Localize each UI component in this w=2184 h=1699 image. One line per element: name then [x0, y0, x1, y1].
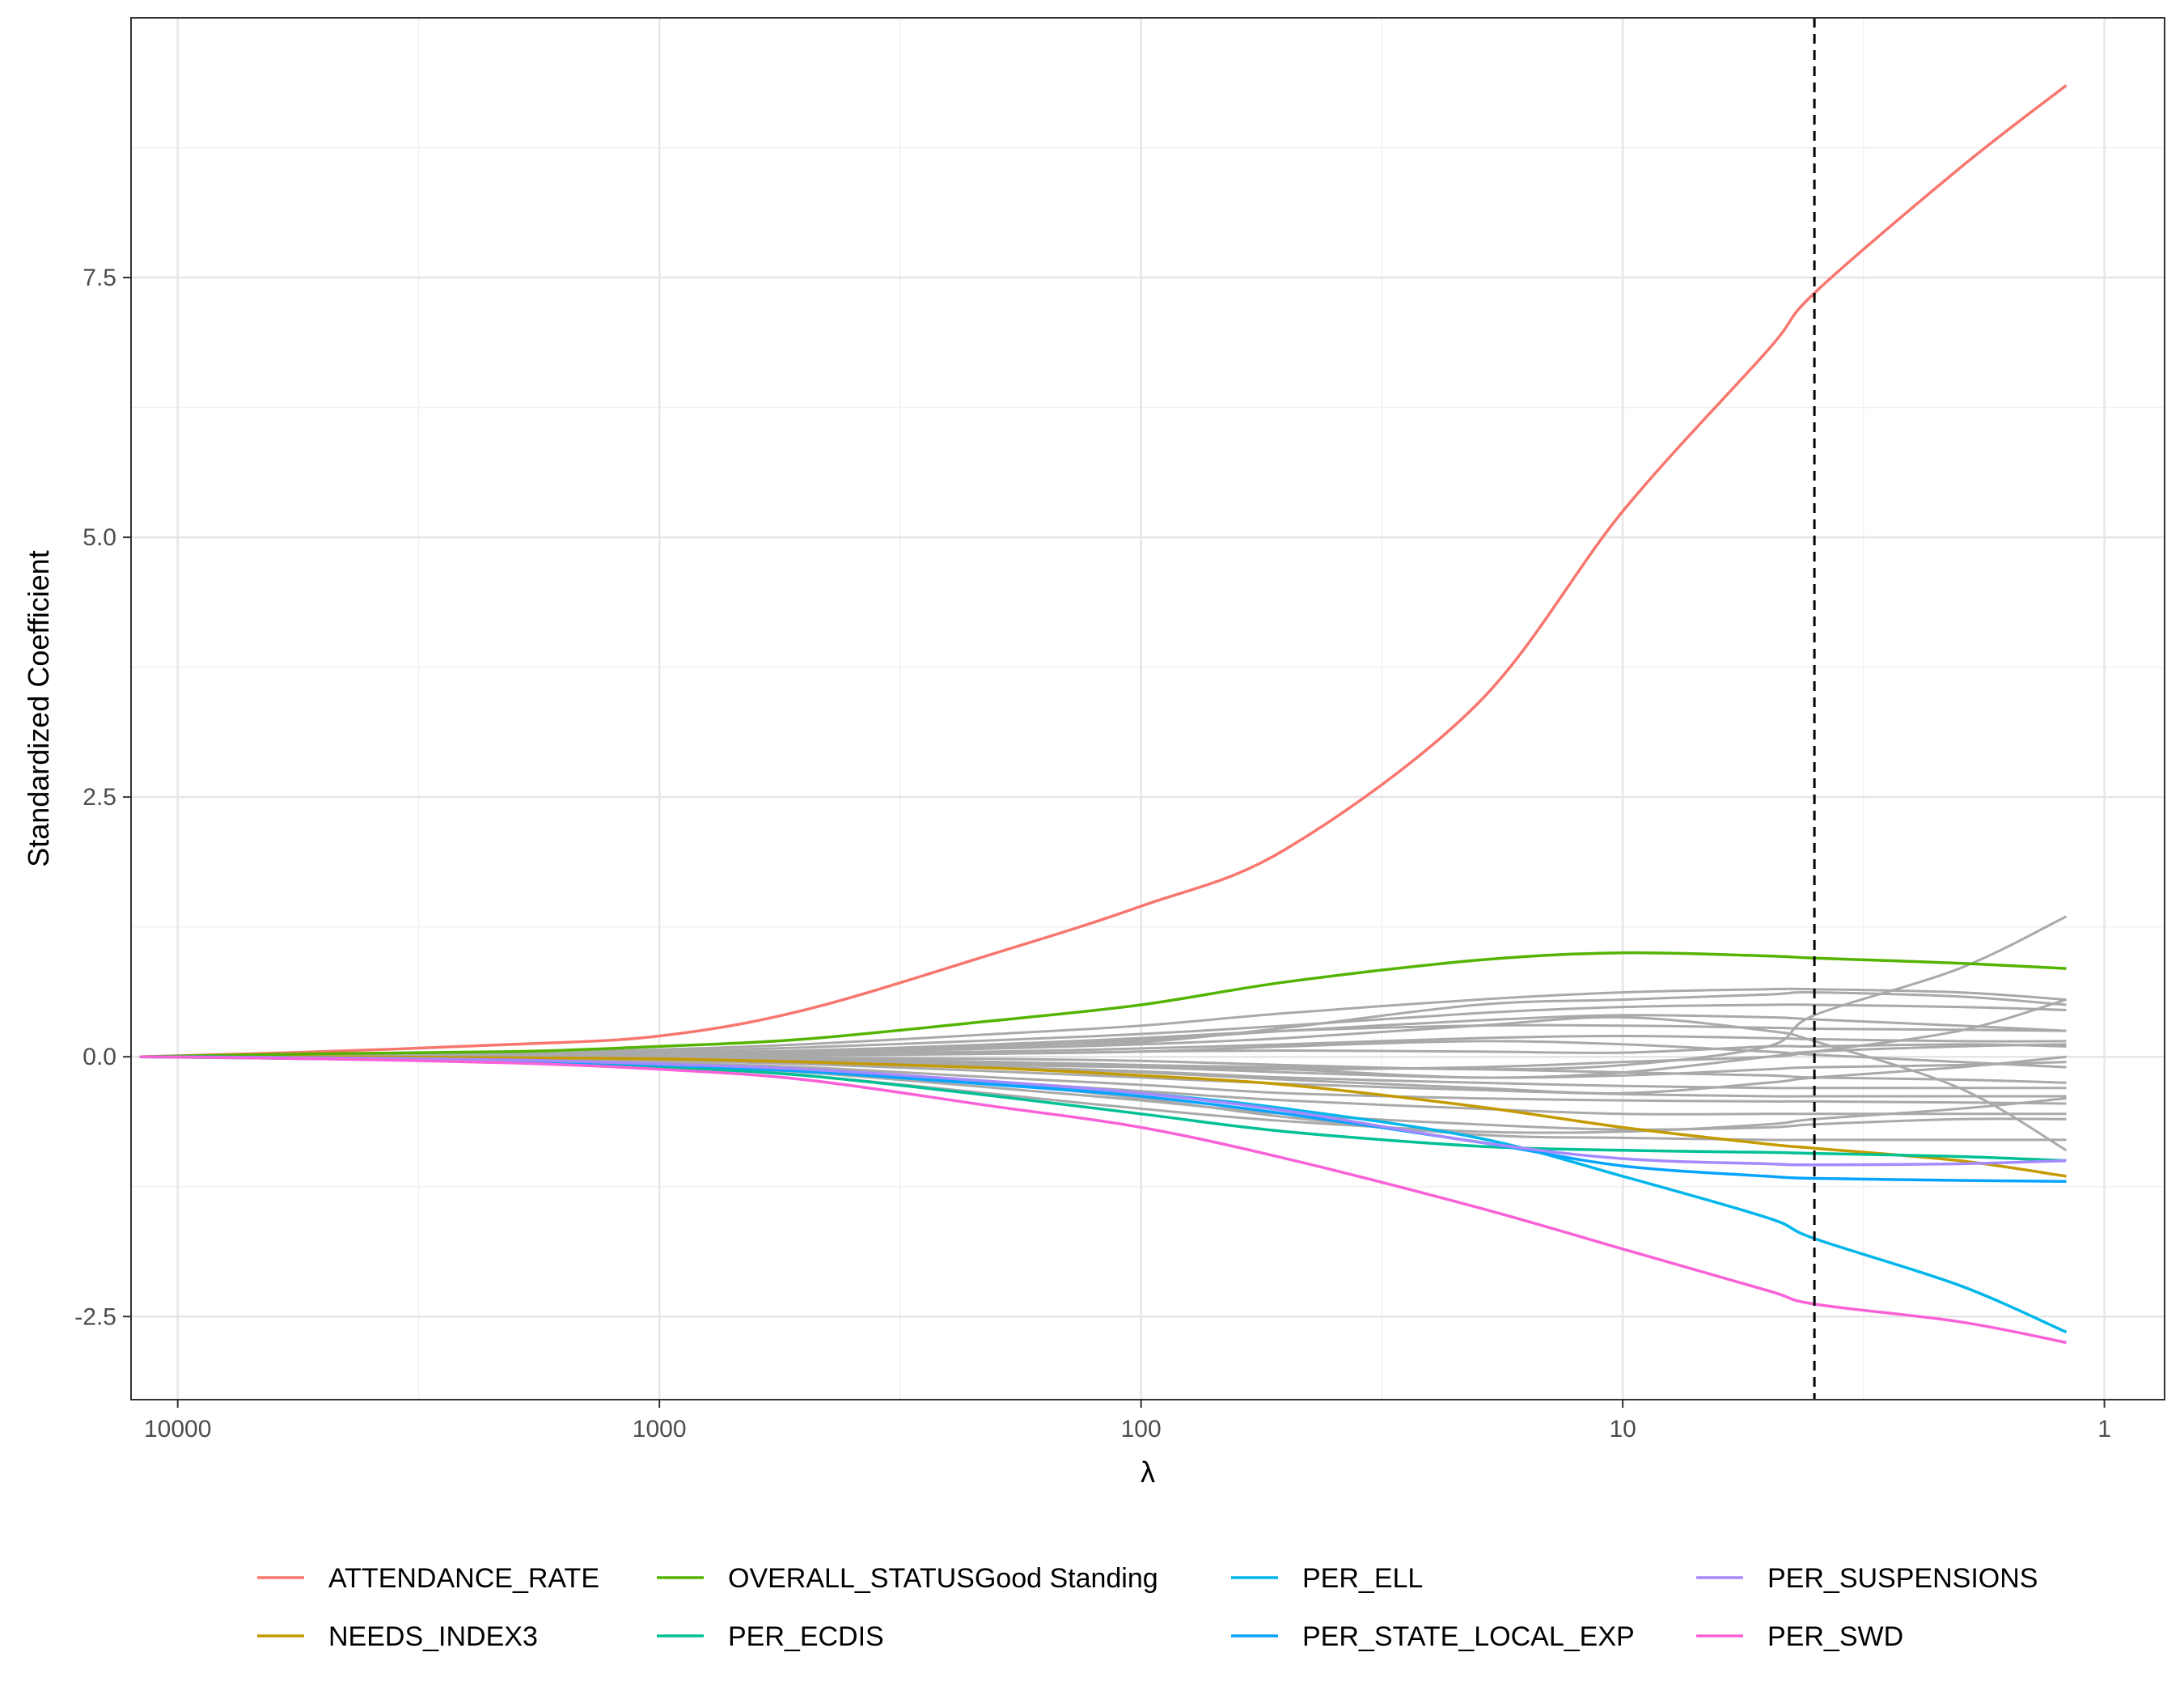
y-axis: -2.5 0.0 2.5 5.0 7.5: [74, 265, 131, 1330]
legend-item-per-ecdis: PER_ECDIS: [657, 1621, 884, 1652]
series-line-overall-statusgood-standing: [139, 951, 2067, 1058]
legend-label: PER_STATE_LOCAL_EXP: [1302, 1621, 1635, 1652]
legend-item-overall-statusgood-standing: OVERALL_STATUSGood Standing: [657, 1563, 1158, 1594]
legend-label: PER_ECDIS: [728, 1621, 884, 1652]
legend-item-needs-index3: NEEDS_INDEX3: [257, 1621, 538, 1652]
legend-label: NEEDS_INDEX3: [328, 1621, 538, 1652]
legend-item-per-suspensions: PER_SUSPENSIONS: [1696, 1563, 2038, 1594]
highlighted-coefficient-paths: [139, 84, 2068, 1345]
legend-label: PER_SUSPENSIONS: [1767, 1563, 2038, 1594]
y-tick-label: -2.5: [74, 1303, 116, 1330]
y-tick-label: 2.5: [83, 784, 116, 811]
legend-label: PER_ELL: [1302, 1563, 1423, 1594]
legend-label: OVERALL_STATUSGood Standing: [728, 1563, 1158, 1594]
series-line-needs-index3: [139, 1055, 2067, 1178]
series-line-per-suspensions: [139, 1055, 2067, 1167]
x-tick-label: 10: [1609, 1416, 1636, 1443]
y-tick-label: 5.0: [83, 524, 116, 551]
x-tick-label: 10000: [144, 1416, 211, 1443]
legend-label: ATTENDANCE_RATE: [328, 1563, 599, 1594]
x-axis: 10000 1000 100 10 1: [144, 1400, 2111, 1443]
y-tick-label: 7.5: [83, 265, 116, 291]
y-axis-title: Standardized Coefficient: [22, 550, 55, 867]
legend-item-attendance-rate: ATTENDANCE_RATE: [257, 1563, 599, 1594]
legend-label: PER_SWD: [1767, 1621, 1903, 1652]
legend-item-per-state-local-exp: PER_STATE_LOCAL_EXP: [1231, 1621, 1635, 1652]
plot-panel-border: [130, 17, 2165, 1400]
y-tick-label: 0.0: [83, 1044, 116, 1070]
legend-item-per-ell: PER_ELL: [1231, 1563, 1423, 1594]
x-axis-title: λ: [1141, 1455, 1155, 1489]
x-tick-label: 1: [2097, 1416, 2111, 1443]
x-tick-label: 100: [1121, 1416, 1162, 1443]
series-line-attendance-rate: [139, 84, 2068, 1058]
legend: ATTENDANCE_RATE NEEDS_INDEX3 OVERALL_STATU…: [257, 1563, 2038, 1652]
legend-item-per-swd: PER_SWD: [1696, 1621, 1903, 1652]
x-tick-label: 1000: [633, 1416, 687, 1443]
series-line-per-swd: [139, 1055, 2067, 1345]
